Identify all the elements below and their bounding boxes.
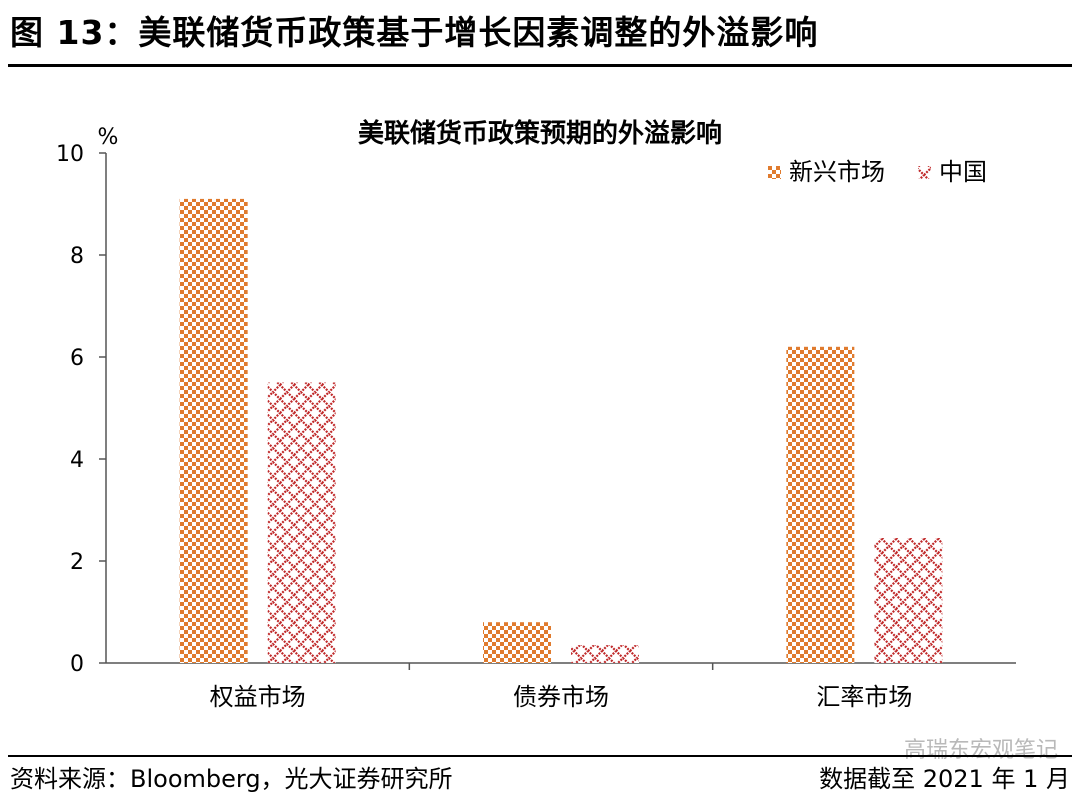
bottom-rule (8, 755, 1072, 757)
y-tick-label: 6 (70, 346, 84, 371)
figure-title: 图 13：美联储货币政策基于增长因素调整的外溢影响 (10, 13, 819, 52)
y-tick-label: 4 (70, 448, 84, 473)
bars (179, 198, 943, 663)
date-note: 数据截至 2021 年 1 月 (819, 765, 1070, 793)
axis-labels: 0 2 4 6 8 10 权益市场 债券市场 汇率市场 (56, 142, 912, 711)
bar-emerging-2 (483, 622, 551, 663)
legend-label-emerging: 新兴市场 (789, 158, 885, 186)
legend-swatch-emerging (768, 166, 781, 179)
spillover-bar-chart: 美联储货币政策预期的外溢影响 % 新兴市场 中国 0 2 4 6 8 10 权益市场 债券市场… (56, 118, 1016, 711)
legend-swatch-china (918, 166, 931, 179)
source-note: 资料来源：Bloomberg，光大证券研究所 (10, 765, 453, 793)
x-tick-label: 汇率市场 (816, 683, 912, 711)
y-tick-label: 10 (56, 142, 84, 167)
legend-label-china: 中国 (939, 158, 987, 186)
y-tick-label: 0 (70, 652, 84, 677)
y-axis-unit: % (98, 125, 119, 150)
x-tick-label: 债券市场 (513, 683, 609, 711)
watermark: 高瑞东宏观笔记 (903, 738, 1058, 763)
y-tick-label: 8 (70, 244, 84, 269)
legend: 新兴市场 中国 (768, 158, 987, 186)
chart-title: 美联储货币政策预期的外溢影响 (358, 118, 722, 149)
bar-china-3 (874, 538, 943, 663)
bar-emerging-3 (786, 346, 855, 663)
y-tick-label: 2 (70, 550, 84, 575)
bar-china-2 (571, 645, 639, 663)
bar-china-1 (267, 382, 336, 663)
x-tick-label: 权益市场 (210, 683, 306, 711)
axes (99, 152, 1016, 670)
top-rule (8, 64, 1072, 67)
bar-emerging-1 (179, 198, 248, 663)
